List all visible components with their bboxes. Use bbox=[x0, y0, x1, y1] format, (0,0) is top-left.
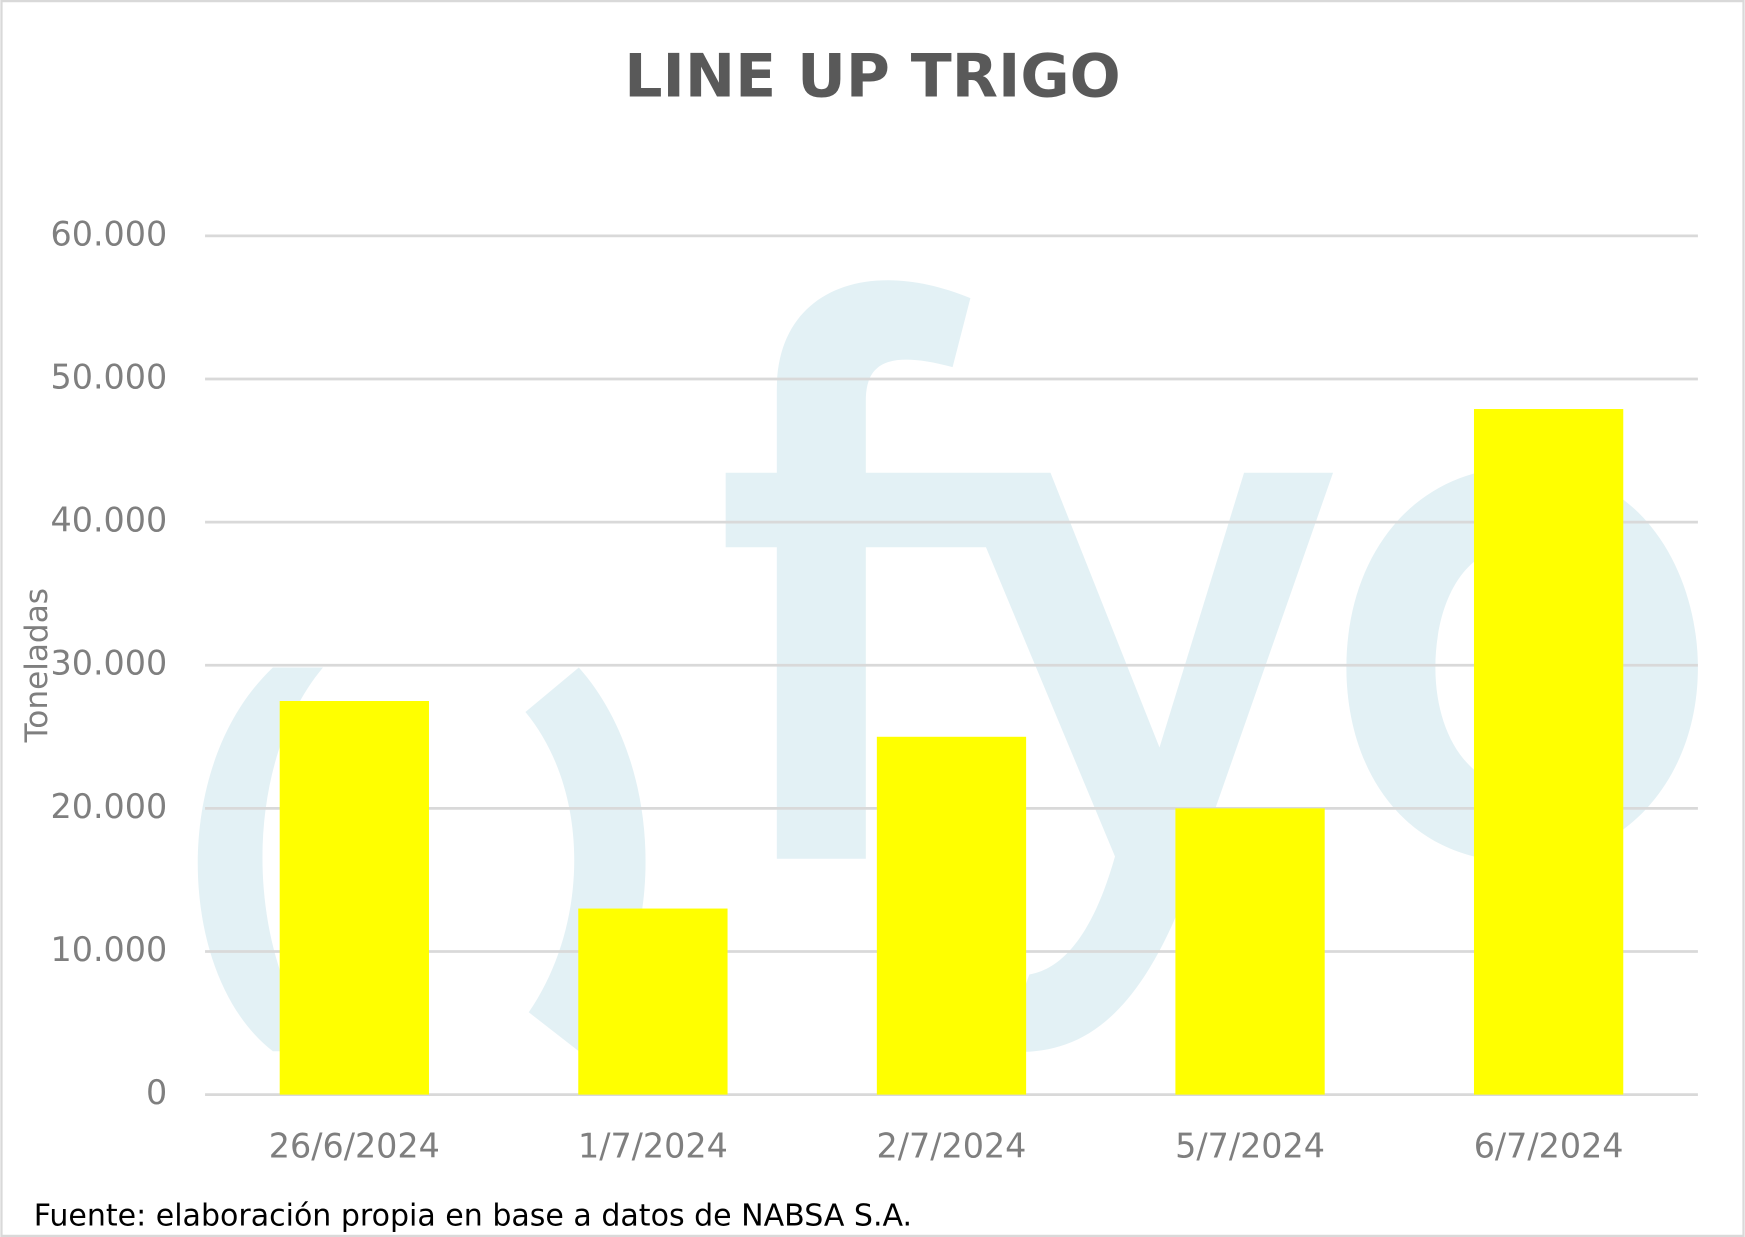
y-tick-label: 60.000 bbox=[50, 214, 167, 253]
x-tick-label: 5/7/2024 bbox=[1175, 1127, 1325, 1166]
bar bbox=[279, 701, 429, 1095]
y-tick-label: 20.000 bbox=[50, 787, 167, 826]
bar bbox=[1175, 808, 1325, 1095]
y-tick-label: 50.000 bbox=[50, 357, 167, 396]
x-tick-label: 2/7/2024 bbox=[877, 1127, 1027, 1166]
source-note: Fuente: elaboración propia en base a dat… bbox=[34, 1198, 912, 1233]
bar bbox=[876, 736, 1027, 1095]
bar bbox=[1473, 409, 1624, 1095]
y-tick-label: 0 bbox=[146, 1073, 167, 1112]
y-tick-label: 10.000 bbox=[50, 930, 167, 969]
y-axis-label: Toneladas bbox=[19, 588, 55, 743]
chart-title: LINE UP TRIGO bbox=[624, 42, 1120, 112]
bar bbox=[578, 908, 728, 1095]
y-tick-label: 30.000 bbox=[50, 644, 167, 683]
x-tick-label: 1/7/2024 bbox=[578, 1127, 728, 1166]
x-tick-label: 26/6/2024 bbox=[269, 1127, 440, 1166]
x-tick-label: 6/7/2024 bbox=[1474, 1127, 1624, 1166]
y-tick-label: 40.000 bbox=[50, 501, 167, 540]
